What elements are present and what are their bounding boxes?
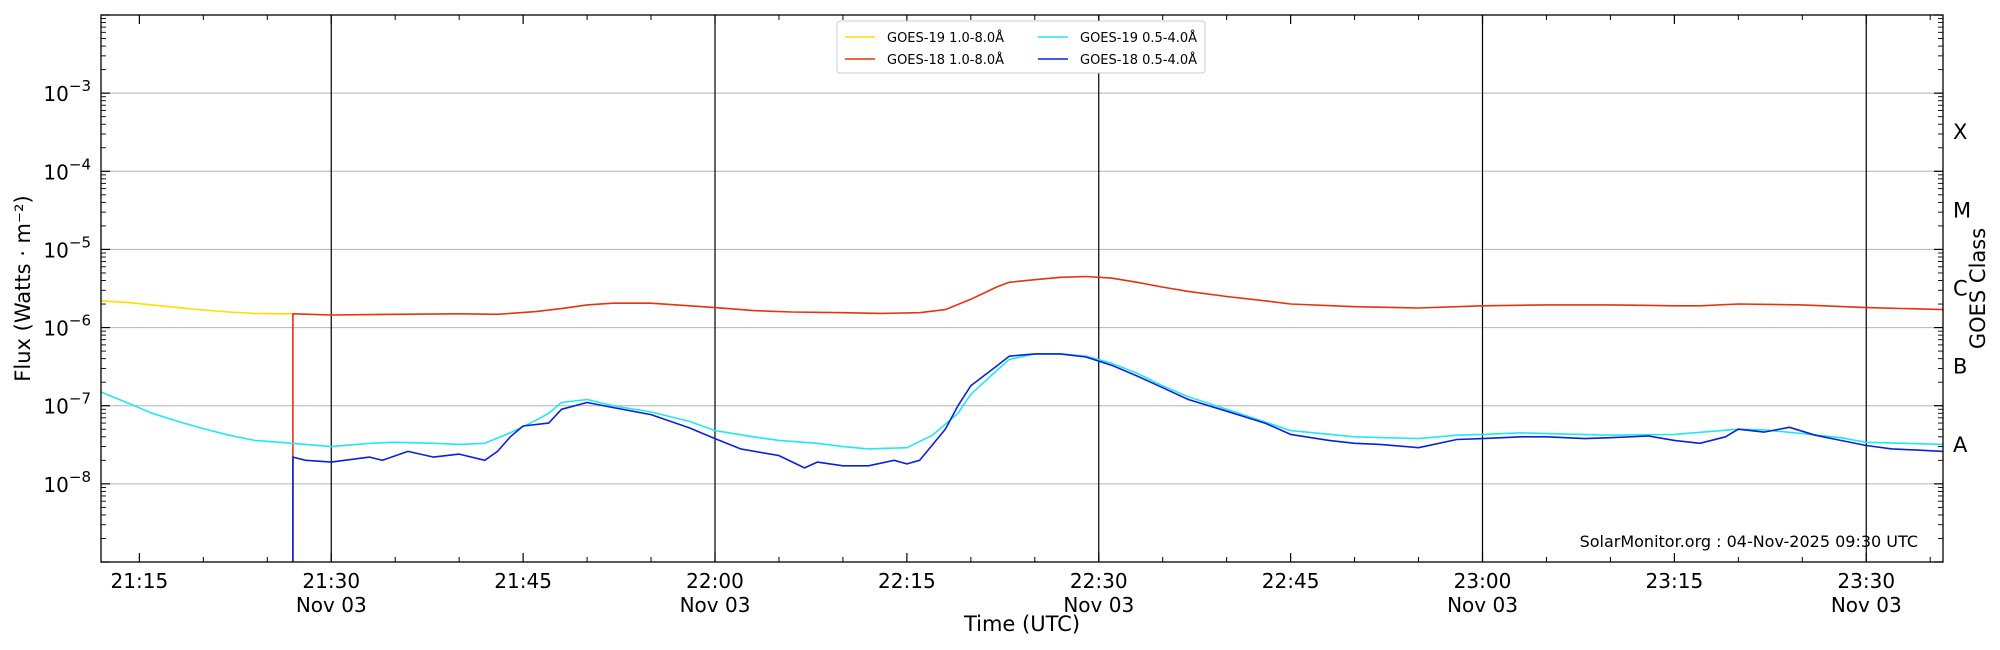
x-tick-label: 21:15 — [111, 569, 169, 593]
y-tick-label: 10−7 — [43, 390, 91, 419]
x-tick-label: 22:45 — [1262, 569, 1320, 593]
goes-class-label: M — [1953, 198, 1971, 222]
x-tick-label: 23:30 — [1837, 569, 1895, 593]
legend: GOES-19 1.0-8.0Å GOES-18 1.0-8.0Å GOES-19 … — [836, 20, 1206, 74]
y-tick-label: 10−4 — [43, 155, 91, 184]
legend-label: GOES-19 1.0-8.0Å — [887, 30, 1004, 46]
series-line-3 — [100, 353, 1944, 450]
series-line-1 — [100, 300, 293, 315]
legend-label: GOES-18 0.5-4.0Å — [1080, 52, 1197, 68]
legend-box — [836, 20, 1206, 74]
goes-class-label: X — [1953, 120, 1967, 144]
x-tick-label: 22:15 — [878, 569, 936, 593]
x-tick-date-label: Nov 03 — [1063, 593, 1134, 617]
y-tick-label: 10−6 — [43, 312, 91, 341]
series-layer — [100, 275, 1944, 562]
x-tick-label: 23:15 — [1646, 569, 1704, 593]
y-tick-label: 10−5 — [43, 233, 91, 262]
goes-class-label: B — [1953, 355, 1967, 379]
goes-class-label: C — [1953, 277, 1968, 301]
x-tick-date-label: Nov 03 — [1831, 593, 1902, 617]
x-tick-label: 21:45 — [494, 569, 552, 593]
x-tick-label: 21:30 — [302, 569, 360, 593]
goes-class-axis-title: GOES Class — [1966, 228, 1990, 349]
x-tick-date-label: Nov 03 — [296, 593, 367, 617]
x-tick-label: 22:00 — [686, 569, 744, 593]
x-tick-date-label: Nov 03 — [1447, 593, 1518, 617]
x-tick-date-label: Nov 03 — [680, 593, 751, 617]
y-tick-label: 10−3 — [43, 77, 91, 106]
x-axis-title: Time (UTC) — [963, 612, 1080, 636]
legend-label: GOES-19 0.5-4.0Å — [1080, 30, 1197, 46]
series-line-4 — [292, 353, 1944, 562]
x-tick-label: 22:30 — [1070, 569, 1128, 593]
credit-text: SolarMonitor.org : 04-Nov-2025 09:30 UTC — [1580, 532, 1918, 551]
goes-class-label: A — [1953, 433, 1968, 457]
legend-label: GOES-18 1.0-8.0Å — [887, 52, 1004, 68]
x-tick-label: 23:00 — [1454, 569, 1512, 593]
y-tick-label: 10−8 — [43, 468, 91, 497]
plot-frame — [100, 14, 1944, 563]
series-line-2 — [292, 275, 1944, 562]
y-axis-title: Flux (Watts · m⁻²) — [11, 195, 35, 381]
grid-layer — [101, 15, 1943, 562]
